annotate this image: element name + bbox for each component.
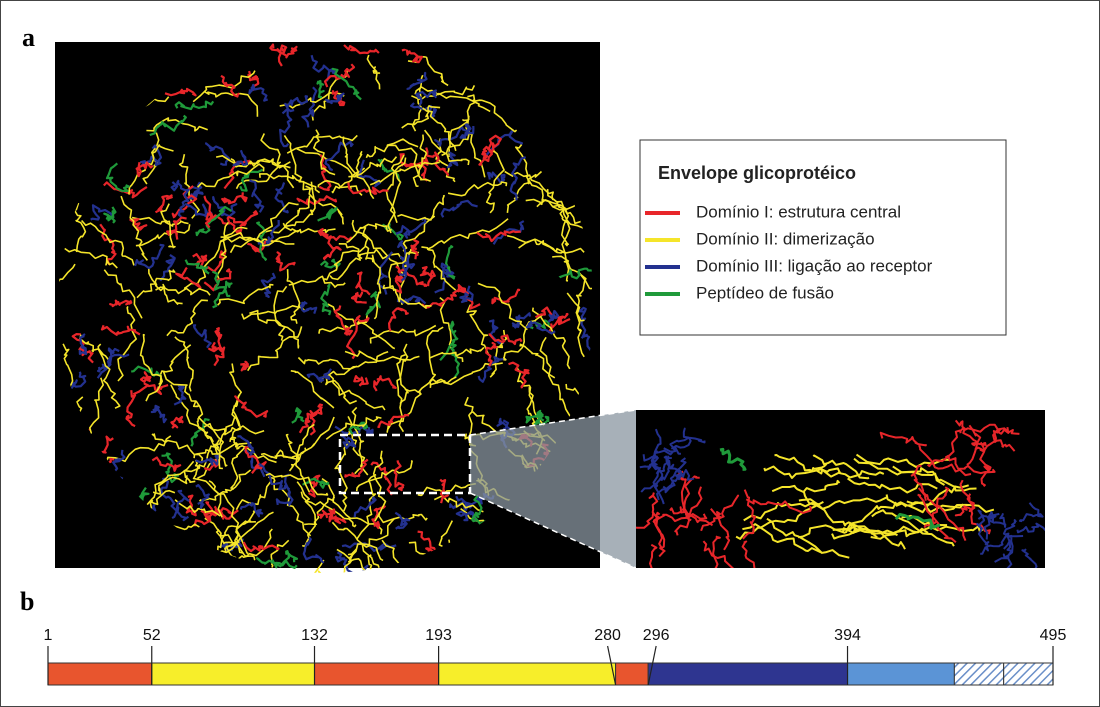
legend-label: Peptídeo de fusão [696,283,834,302]
hatched-region [954,663,1003,685]
position-label: 495 [1040,627,1067,644]
legend-title: Envelope glicoprotéico [658,163,856,183]
inset-background [636,410,1045,568]
domain-segment [48,663,152,685]
domain-segment [616,663,649,685]
position-label: 280 [594,627,621,644]
panel-label: b [20,587,34,616]
domain-segment [439,663,616,685]
legend-label: Domínio II: dimerização [696,229,875,248]
position-label: 1 [44,627,53,644]
domain-segment [152,663,315,685]
legend-label: Domínio I: estrutura central [696,202,901,221]
position-label: 296 [643,627,670,644]
position-label: 394 [834,627,861,644]
legend-label: Domínio III: ligação ao receptor [696,256,933,275]
panel-label: a [22,23,35,52]
hatched-region [1004,663,1053,685]
domain-segment [848,663,955,685]
figure: a Envelope glicoprotéico Domínio I: estr… [0,0,1100,707]
position-label: 193 [425,627,452,644]
position-label: 52 [143,627,161,644]
position-label: 132 [301,627,328,644]
domain-segment [648,663,847,685]
domain-segment [315,663,439,685]
